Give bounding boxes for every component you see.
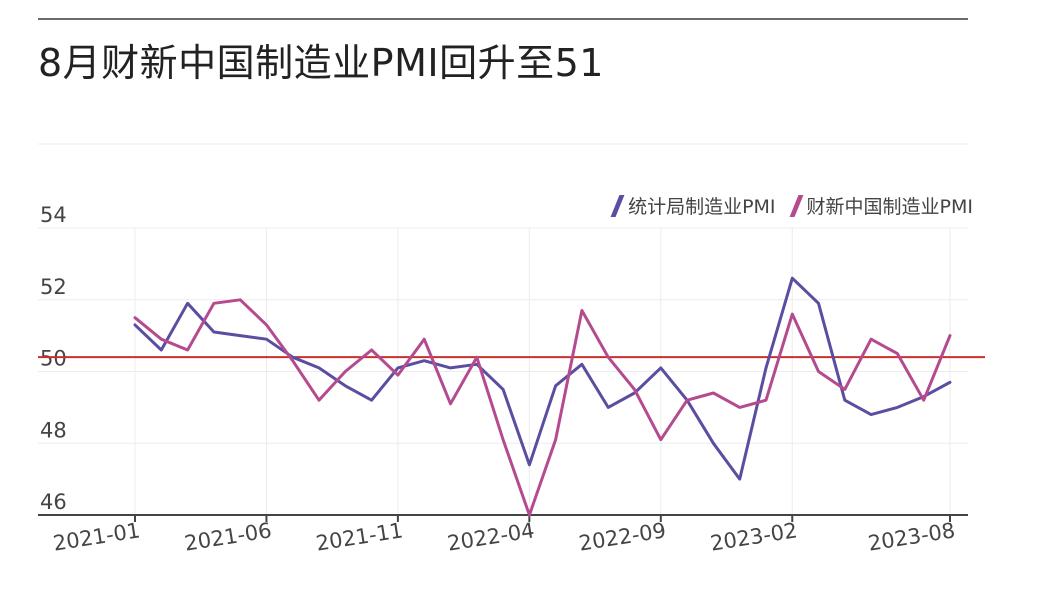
x-tick-label-6: 2023-08 <box>866 518 956 555</box>
series-line-caixin <box>133 298 952 517</box>
legend-item-nbs: 统计局制造业PMI <box>610 192 776 219</box>
chart-title: 8月财新中国制造业PMI回升至51 <box>38 41 604 85</box>
y-tick-label-52: 52 <box>40 275 67 299</box>
series-line-nbs <box>133 276 952 481</box>
y-tick-label-46: 46 <box>40 490 67 514</box>
y-tick-label-48: 48 <box>40 418 67 442</box>
x-tick-label-3: 2022-04 <box>446 518 536 555</box>
legend-item-caixin: 财新中国制造业PMI <box>789 192 973 219</box>
x-tick-label-1: 2021-06 <box>183 518 273 555</box>
x-tick-label-2: 2021-11 <box>314 518 404 555</box>
legend-label-caixin: 财新中国制造业PMI <box>806 196 973 218</box>
x-tick-label-4: 2022-09 <box>577 518 667 555</box>
y-tick-label-50: 50 <box>40 347 67 371</box>
legend: 统计局制造业PMI 财新中国制造业PMI <box>610 192 973 219</box>
x-tick-label-0: 2021-01 <box>51 518 141 555</box>
top-rule <box>38 18 968 20</box>
x-tick-label-5: 2023-02 <box>709 518 799 555</box>
y-tick-label-54: 54 <box>40 203 67 227</box>
legend-label-nbs: 统计局制造业PMI <box>628 196 776 218</box>
